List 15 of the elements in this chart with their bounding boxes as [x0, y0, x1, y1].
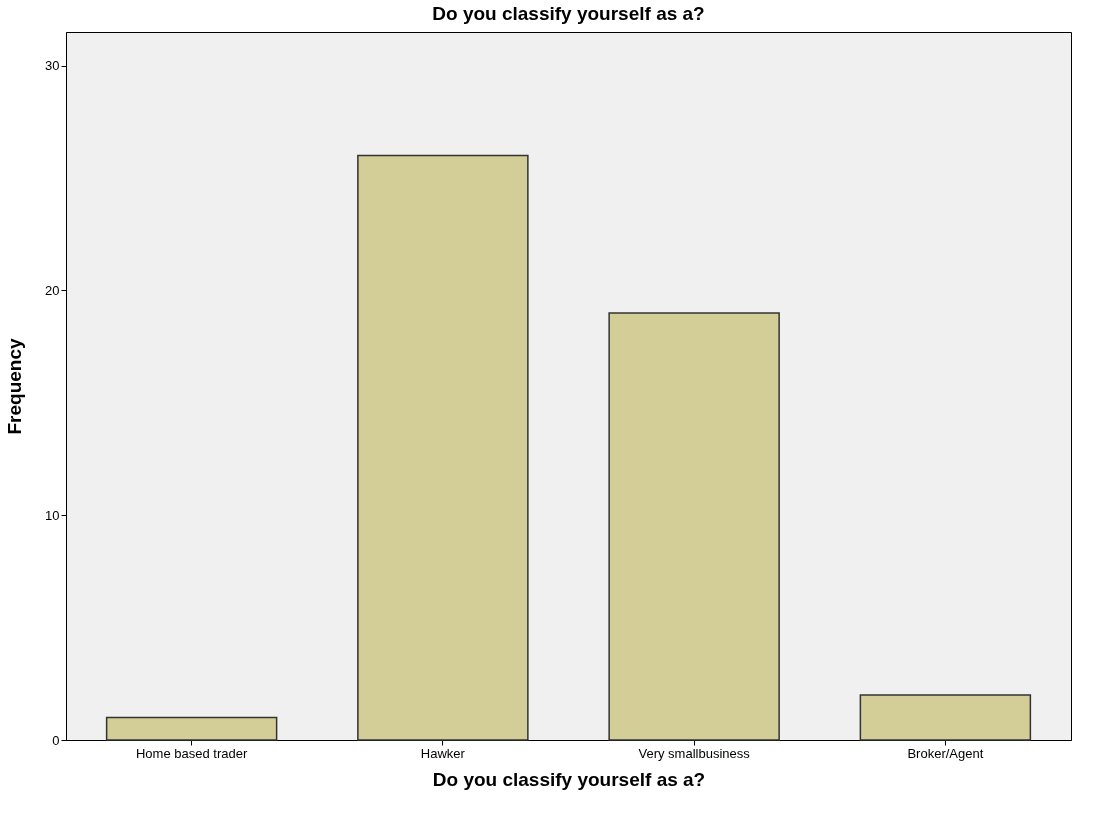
bar: [357, 154, 529, 741]
bar: [859, 694, 1032, 741]
y-tick-label: 30: [45, 58, 60, 74]
y-axis-title: Frequency: [4, 338, 26, 435]
y-tick-label: 10: [45, 507, 60, 523]
bar: [105, 716, 278, 741]
y-tick-label: 20: [45, 282, 60, 298]
x-tick-label: Very smallbusiness: [638, 745, 751, 761]
x-tick-label: Hawker: [420, 745, 466, 761]
x-tick-label: Home based trader: [135, 745, 248, 761]
x-axis-title: Do you classify yourself as a?: [432, 768, 706, 790]
chart-title: Do you classify yourself as a?: [432, 3, 705, 24]
bar: [608, 312, 780, 741]
x-tick-label: Broker/Agent: [907, 745, 984, 761]
y-tick-label: 0: [52, 732, 60, 748]
